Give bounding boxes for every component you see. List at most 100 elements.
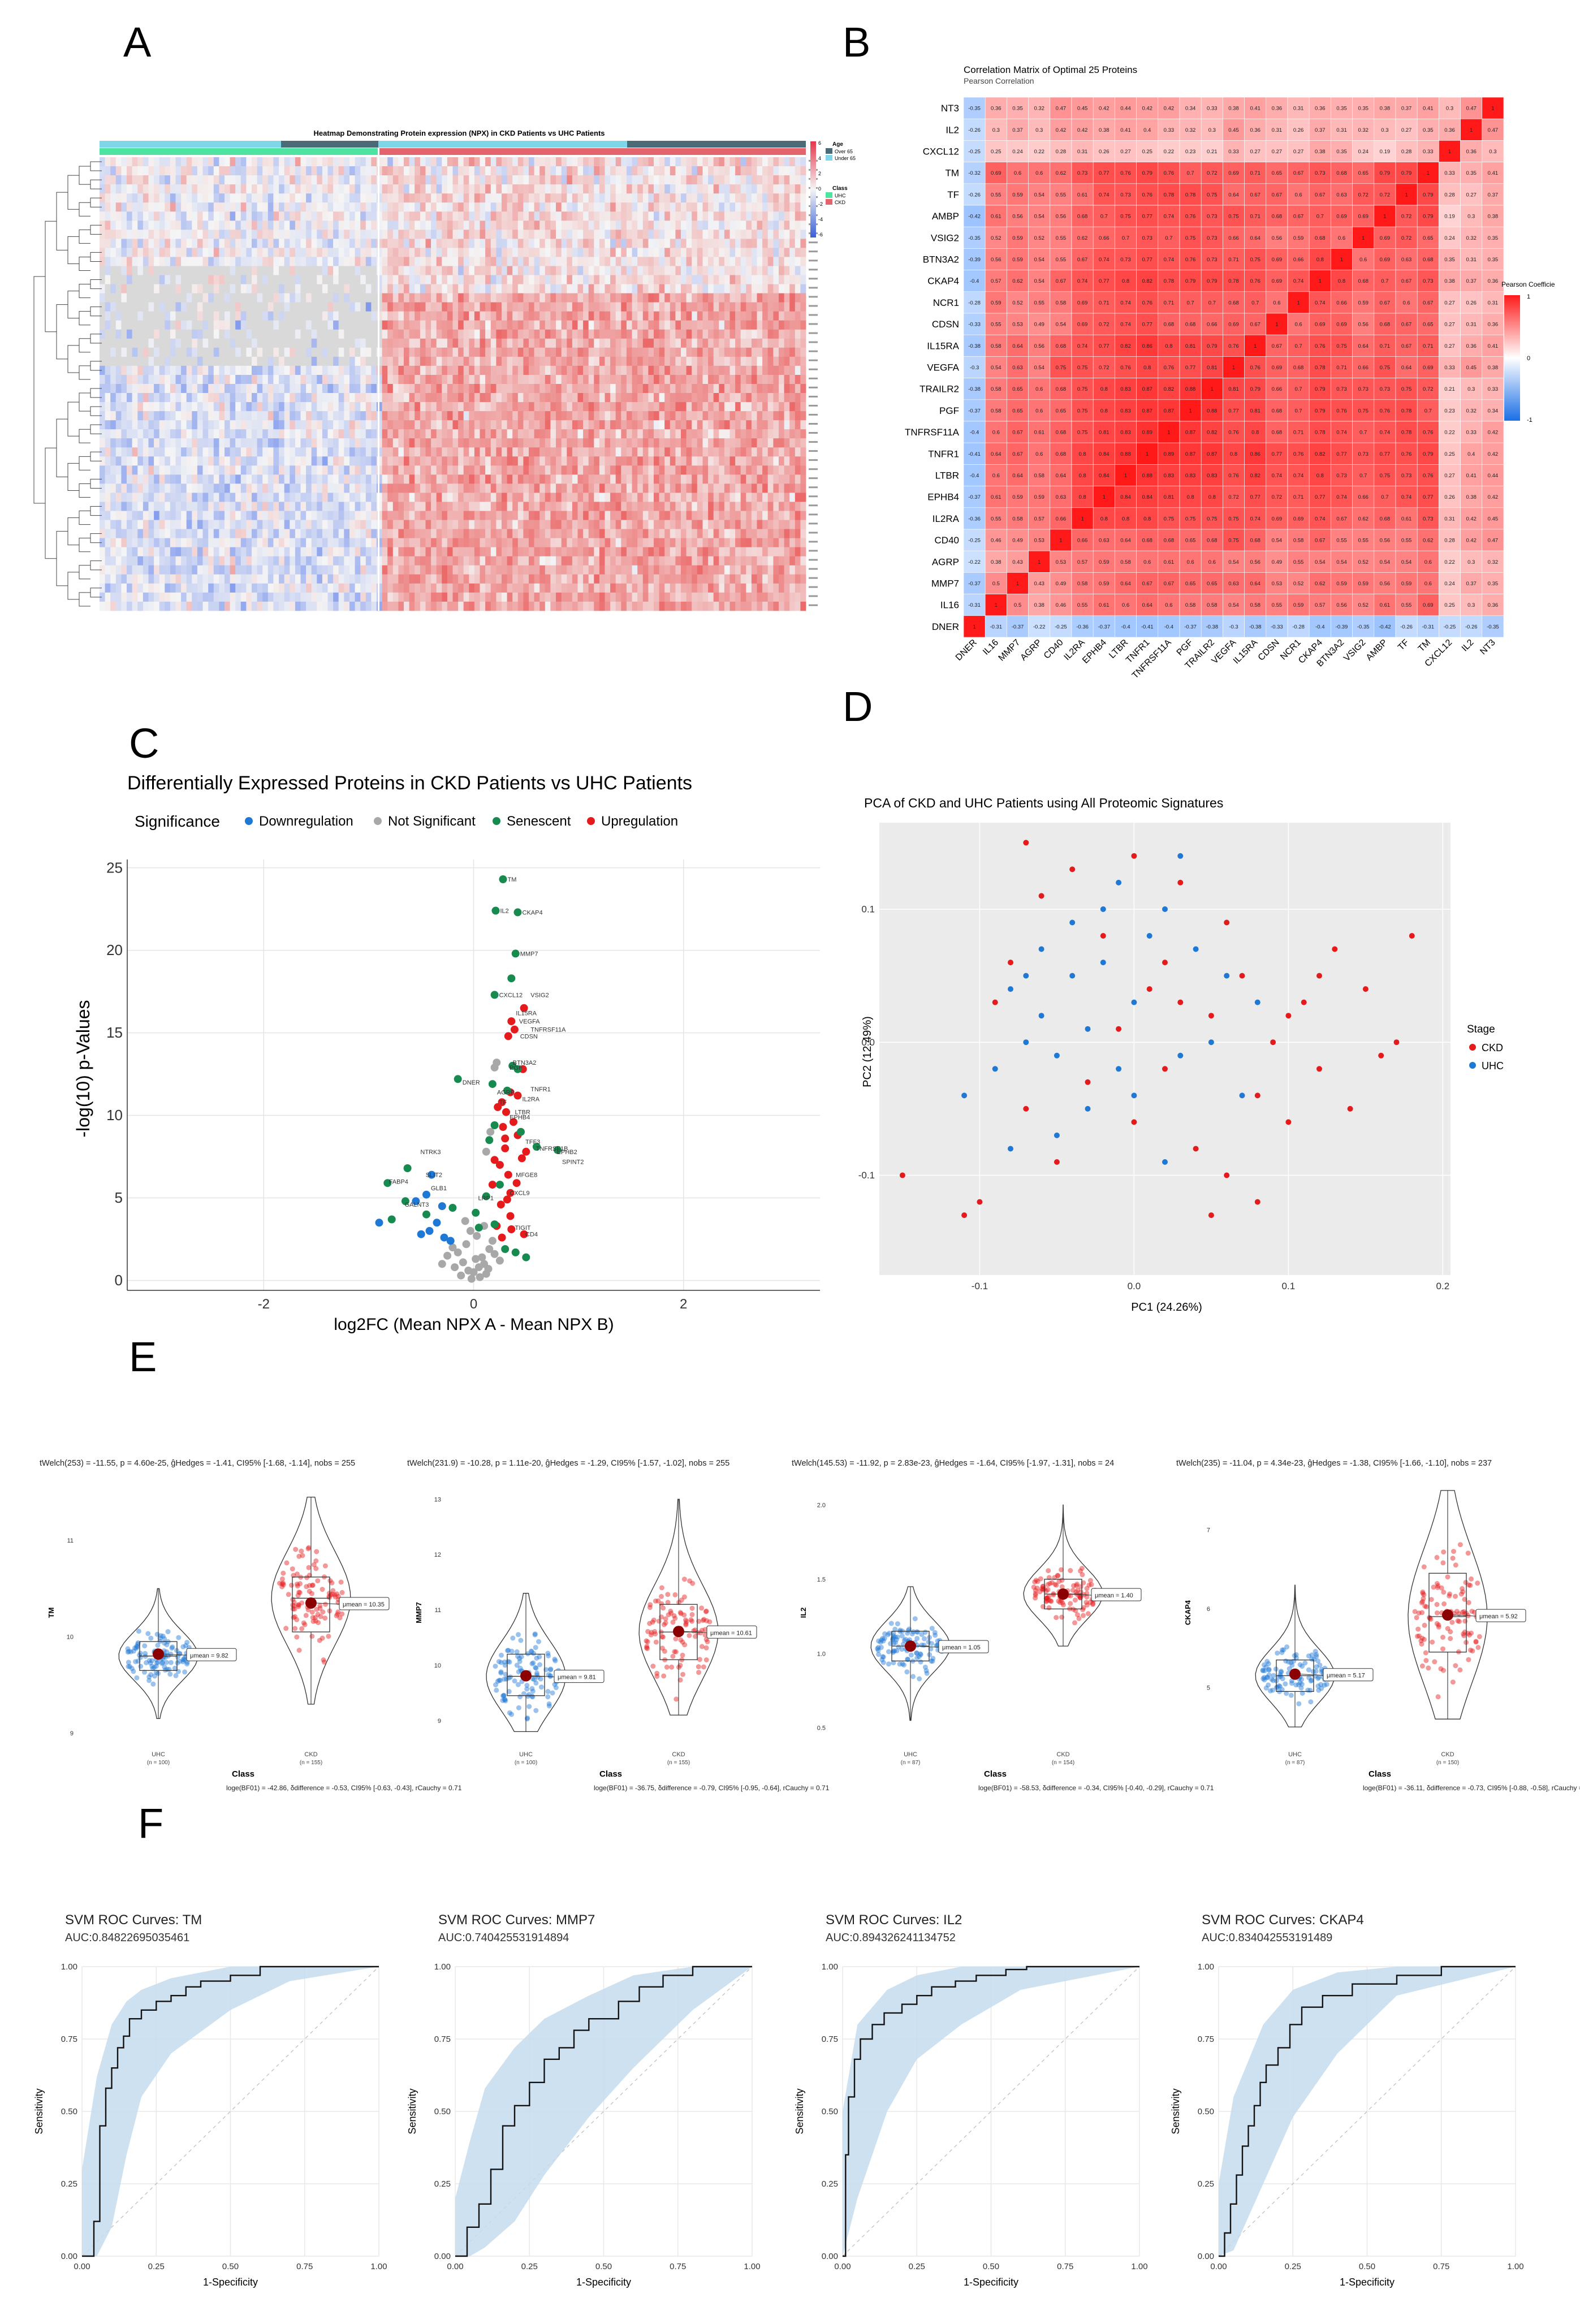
violin-point	[498, 1660, 504, 1665]
corr-cell-label: 0.42	[1099, 106, 1110, 112]
corr-cell-label: 0.76	[1401, 451, 1412, 457]
violin-point	[892, 1648, 897, 1653]
corr-cell	[1352, 162, 1375, 184]
corr-cell-label: 0.74	[1077, 278, 1088, 284]
corr-cell-label: 0.6	[1424, 559, 1432, 565]
corr-cell-label: 0.57	[991, 278, 1001, 284]
violin-point	[315, 1612, 321, 1617]
violin-bayes: loge(BF01) = -36.75, δdifference = -0.79…	[594, 1784, 830, 1792]
corr-cell-label: 0.73	[1207, 257, 1218, 263]
corr-cell	[1115, 378, 1137, 400]
roc-xlabel: 1-Specificity	[964, 2277, 1018, 2288]
pca-point	[1177, 853, 1184, 859]
corr-cell	[1136, 356, 1159, 378]
violin-point	[499, 1652, 504, 1658]
violin-point	[890, 1637, 895, 1643]
corr-cell	[1374, 226, 1396, 249]
violin-point	[1300, 1691, 1305, 1696]
corr-cell-label: 0.59	[1358, 581, 1369, 587]
corr-cell	[1460, 572, 1483, 594]
panel-letter-d: D	[843, 683, 873, 730]
corr-cell-label: 0.6	[1122, 602, 1129, 608]
corr-cell	[963, 507, 986, 530]
corr-cell	[1244, 118, 1267, 141]
violin-point	[695, 1630, 701, 1635]
corr-cell-label: 0.77	[1142, 322, 1152, 328]
corr-cell-label: 0.26	[1293, 127, 1304, 133]
y-tick-label: 0.1	[861, 904, 875, 915]
violin-y-tick: 10	[67, 1634, 74, 1641]
corr-cell-label: 0.66	[1272, 386, 1283, 392]
corr-cell	[1115, 442, 1137, 465]
violin-point	[922, 1630, 928, 1635]
violin-point	[1319, 1669, 1324, 1674]
corr-cell-label: -0.4	[970, 430, 979, 436]
violin-point	[1415, 1626, 1421, 1632]
violin-point	[329, 1580, 335, 1586]
violin-point	[917, 1676, 922, 1682]
violin-point	[305, 1607, 311, 1613]
corr-cell	[1093, 162, 1115, 184]
violin-point	[644, 1645, 649, 1651]
corr-cell-label: 0.19	[1380, 149, 1391, 155]
violin-point	[528, 1648, 534, 1654]
violin-xlabel: Class	[984, 1769, 1007, 1779]
corr-cell	[1093, 464, 1115, 486]
corr-row-label: TRAILR2	[919, 384, 959, 395]
corr-cell-label: 0.74	[1120, 322, 1131, 328]
corr-cell	[1201, 486, 1223, 508]
violin-point	[1435, 1585, 1440, 1590]
violin-point	[182, 1656, 187, 1661]
corr-cell	[1158, 399, 1180, 422]
corr-cell-label: 0.68	[1056, 343, 1067, 349]
corr-cell	[1071, 183, 1094, 206]
violin-point	[670, 1653, 676, 1659]
violin-point	[501, 1693, 507, 1699]
corr-cell	[1093, 226, 1115, 249]
corr-cell-label: 0.76	[1336, 408, 1347, 414]
violin-point	[333, 1594, 338, 1600]
violin-point	[688, 1617, 694, 1622]
violin-point	[146, 1658, 152, 1664]
volcano-point	[438, 1260, 446, 1268]
pca-point	[1116, 1026, 1122, 1032]
pca-ylabel: PC2 (12.49%)	[861, 1016, 874, 1087]
corr-cell-label: 0.8	[1316, 473, 1324, 479]
x-tick-label: 0	[470, 1297, 477, 1312]
corr-cell-label: 0.82	[1207, 430, 1218, 436]
corr-cell-label: 0.82	[1142, 278, 1152, 284]
corr-cell-label: 0.84	[1099, 473, 1110, 479]
corr-cell-label: 0.72	[1099, 365, 1110, 371]
violin-point	[1461, 1633, 1467, 1639]
corr-cell	[1007, 97, 1029, 119]
violin-point	[1462, 1597, 1467, 1602]
violin-point	[1473, 1639, 1479, 1644]
violin-point	[1423, 1650, 1428, 1656]
violin-point	[1074, 1612, 1080, 1618]
corr-cell	[985, 270, 1007, 292]
corr-cell	[1482, 140, 1504, 162]
violin-ylabel: CKAP4	[1184, 1600, 1192, 1625]
corr-cell	[1331, 183, 1353, 206]
corr-cell-label: 0.8	[1251, 430, 1259, 436]
corr-cell-label: 0.55	[1034, 300, 1044, 306]
corr-cell-label: 0.66	[1207, 322, 1218, 328]
panel-letter-c: C	[129, 720, 159, 767]
corr-cell-label: 0.52	[1034, 235, 1044, 241]
corr-cell	[1482, 421, 1504, 443]
corr-cell-label: 0.42	[1488, 451, 1499, 457]
corr-cell	[1223, 464, 1245, 486]
violin-point	[533, 1665, 538, 1670]
violin-point	[704, 1618, 710, 1623]
corr-cell	[1028, 529, 1051, 551]
corr-cell	[1417, 507, 1439, 530]
violin-point	[1418, 1638, 1424, 1644]
violin-point	[1427, 1615, 1432, 1621]
volcano-point	[474, 1224, 483, 1232]
violin-point	[335, 1612, 340, 1617]
violin-bayes: loge(BF01) = -58.53, δdifference = -0.34…	[978, 1784, 1214, 1792]
corr-cell-label: 0.65	[1272, 170, 1283, 176]
corr-cell	[1352, 97, 1375, 119]
corr-cell	[1331, 118, 1353, 141]
violin-point	[504, 1676, 510, 1682]
